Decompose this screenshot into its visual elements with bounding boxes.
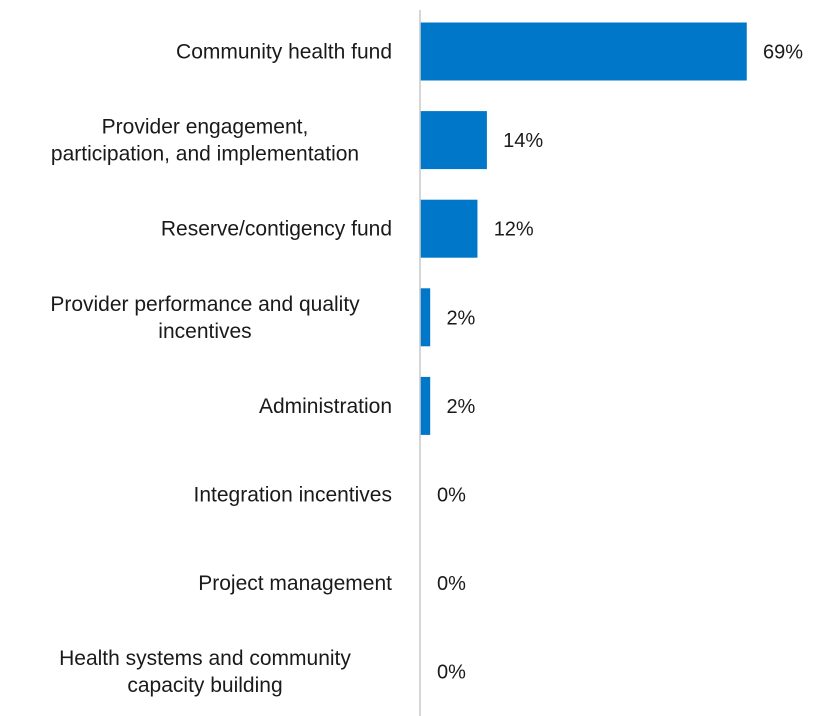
bar: [420, 288, 431, 347]
bar: [420, 376, 431, 435]
data-label: 0%: [437, 485, 466, 507]
category-label: Provider engagement,: [102, 116, 309, 139]
data-label: 2%: [446, 396, 475, 418]
data-label: 69%: [763, 42, 803, 64]
bar: [420, 199, 478, 258]
category-label: Health systems and community: [59, 647, 351, 670]
category-label: Provider performance and quality: [50, 293, 360, 316]
category-label: incentives: [158, 320, 251, 343]
bar: [420, 111, 487, 170]
category-label: Reserve/contigency fund: [161, 218, 392, 241]
category-label: Community health fund: [176, 41, 392, 64]
data-label: 2%: [446, 307, 475, 329]
bar: [420, 22, 747, 81]
bars-layer: 69% Community health fund 14% Provider enga…: [50, 22, 803, 697]
data-label: 12%: [494, 219, 534, 241]
data-label: 0%: [437, 573, 466, 595]
data-label: 14%: [503, 130, 543, 152]
category-label: Project management: [198, 572, 392, 595]
category-label: capacity building: [127, 674, 282, 697]
category-label: Integration incentives: [194, 484, 392, 507]
data-label: 0%: [437, 662, 466, 684]
category-label: Administration: [259, 395, 392, 418]
category-label: participation, and implementation: [51, 143, 359, 166]
